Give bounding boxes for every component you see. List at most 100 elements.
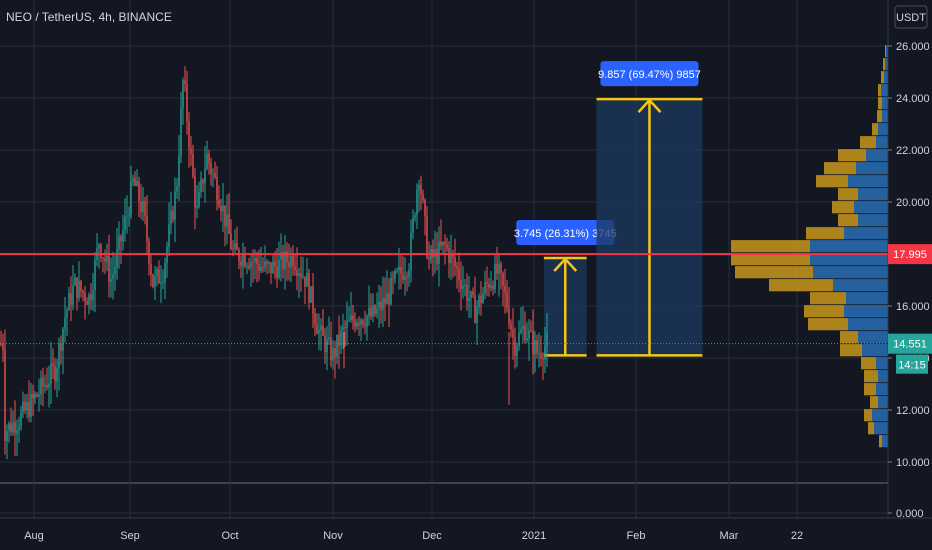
- candle-body: [384, 297, 386, 305]
- candle-body: [84, 292, 86, 301]
- profile-bar-up: [866, 149, 888, 162]
- time-tick-label: Dec: [422, 530, 442, 542]
- profile-bar-up: [876, 136, 888, 149]
- current-price-label-bg: [888, 333, 932, 354]
- candle-body: [140, 201, 142, 212]
- profile-bar-up: [862, 344, 888, 357]
- candle-body: [274, 261, 276, 267]
- profile-bar-down: [838, 188, 858, 201]
- profile-bar-up: [854, 201, 888, 214]
- candle-body: [10, 423, 12, 433]
- candle-body: [460, 279, 462, 289]
- profile-bar-up: [876, 383, 888, 396]
- candle-body: [524, 325, 526, 341]
- candle-body: [348, 320, 350, 322]
- profile-bar-down: [878, 97, 882, 110]
- profile-bar-down: [879, 435, 882, 448]
- candle-body: [238, 250, 240, 262]
- candle-body: [450, 252, 452, 264]
- candle-body: [326, 339, 328, 353]
- candle-body: [514, 337, 516, 356]
- candle-body: [202, 179, 204, 184]
- profile-bar-down: [864, 370, 878, 383]
- candle-body: [438, 241, 440, 264]
- measure-tools[interactable]: 3.745 (26.31%) 3745 9.857 (69.47%) 9857: [514, 61, 703, 357]
- price-tick-label: 16.000: [896, 301, 930, 313]
- profile-bar-down: [735, 266, 813, 279]
- candle-body: [506, 292, 508, 308]
- candle-body: [206, 153, 208, 169]
- time-tick-label: Oct: [221, 530, 238, 542]
- candle-body: [18, 426, 20, 430]
- candle-body: [200, 179, 202, 192]
- candle-body: [306, 273, 308, 287]
- candle-body: [2, 343, 4, 351]
- currency-button[interactable]: [894, 5, 928, 29]
- candle-body: [466, 284, 468, 301]
- candle-body: [476, 307, 478, 323]
- price-tick-label: 20.000: [896, 197, 930, 209]
- candle-body: [322, 325, 324, 336]
- measure-label: 9.857 (69.47%) 9857: [598, 69, 701, 81]
- measure-label-bg: [600, 61, 699, 87]
- candle-body: [318, 330, 320, 334]
- candle-body: [302, 276, 304, 278]
- candle-body: [292, 255, 294, 267]
- candle-body: [78, 280, 80, 298]
- profile-bar-down: [878, 84, 881, 97]
- price-tick-label: 12.000: [896, 405, 930, 417]
- candle-body: [114, 267, 116, 275]
- price-tick-label: 0.000: [896, 508, 924, 520]
- candle-body: [404, 276, 406, 281]
- profile-bar-down: [731, 253, 810, 266]
- candle-body: [92, 290, 94, 301]
- candle-body: [516, 346, 518, 356]
- profile-bar-up: [844, 305, 888, 318]
- candle-body: [20, 412, 22, 427]
- countdown-label: 14:15: [898, 360, 926, 372]
- profile-bar-down: [864, 409, 872, 422]
- candle-body: [132, 178, 134, 182]
- candle-body: [116, 249, 118, 268]
- candle-body: [544, 346, 546, 360]
- candle-body: [454, 257, 456, 267]
- candle-body: [56, 368, 58, 382]
- candle-body: [374, 305, 376, 314]
- profile-bar-up: [881, 84, 888, 97]
- candle-body: [270, 262, 272, 274]
- time-axis[interactable]: Aug Sep Oct Nov Dec 2021 Feb Mar 22: [0, 517, 932, 542]
- candle-body: [204, 168, 206, 184]
- price-tick-label: 10.000: [896, 457, 930, 469]
- profile-bar-up: [878, 396, 888, 409]
- candle-body: [534, 340, 536, 355]
- candle-body: [178, 156, 180, 187]
- grid: [0, 0, 888, 518]
- profile-bar-down: [810, 292, 846, 305]
- measure-label: 3.745 (26.31%) 3745: [514, 228, 617, 240]
- price-axis[interactable]: USDT26.00024.00022.00020.00018.00016.000…: [887, 0, 932, 550]
- candle-body: [146, 216, 148, 242]
- level-label: 17.995: [893, 249, 927, 261]
- candle-body: [42, 378, 44, 387]
- candle-body: [64, 317, 66, 329]
- candle-body: [50, 363, 52, 384]
- candle-body: [228, 214, 230, 234]
- candle-body: [276, 266, 278, 278]
- currency-label[interactable]: USDT: [896, 12, 926, 24]
- candle-body: [68, 292, 70, 311]
- measure-arrowhead: [637, 98, 662, 113]
- price-axis-bg: [888, 0, 932, 550]
- candle-body: [376, 307, 378, 314]
- candle-body: [88, 294, 90, 305]
- candle-body: [380, 301, 382, 311]
- candle-body: [160, 282, 162, 284]
- candle-body: [172, 210, 174, 220]
- profile-bar-up: [848, 318, 888, 331]
- candle-body: [308, 273, 310, 303]
- candle-body: [350, 315, 352, 321]
- candle-body: [138, 181, 140, 202]
- candle-body: [280, 252, 282, 260]
- candle-body: [494, 263, 496, 290]
- candle-body: [444, 241, 446, 245]
